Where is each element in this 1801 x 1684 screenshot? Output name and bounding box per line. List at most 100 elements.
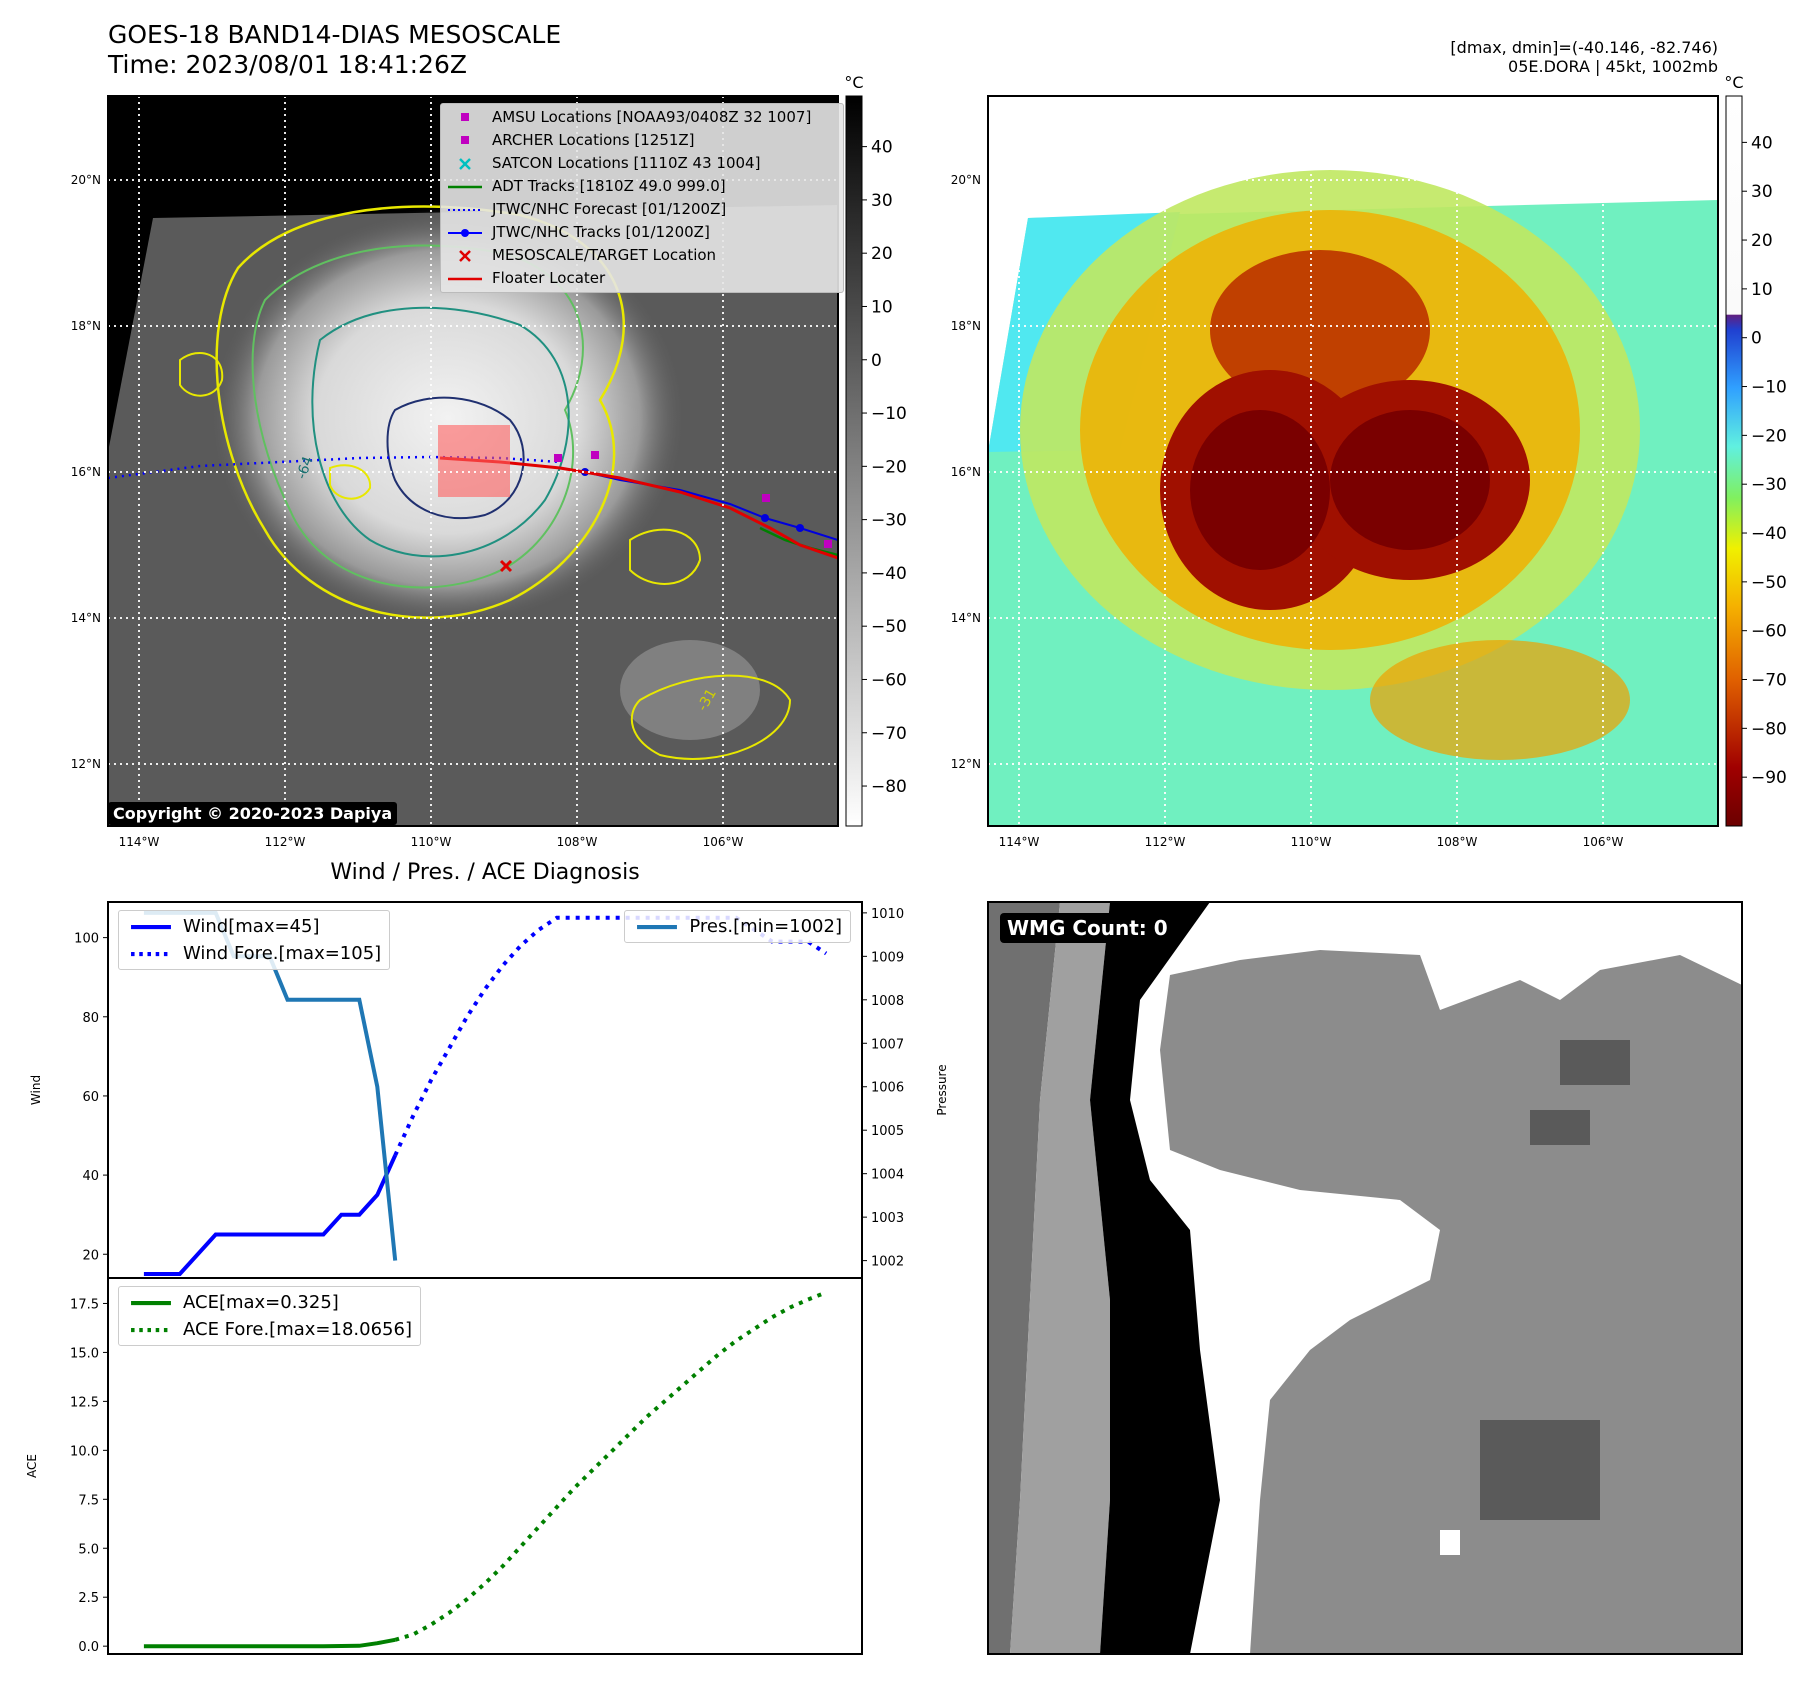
axis-tick-label: 17.5 (70, 1297, 99, 1312)
wmg-patch-dark (1480, 1420, 1600, 1520)
chart-legend-label: ACE Fore.[max=18.0656] (183, 1319, 412, 1340)
axis-tick-label: 1008 (871, 994, 904, 1009)
colorbar-tick-label: 30 (1751, 182, 1773, 202)
map1-lat-label: 20°N (71, 173, 101, 187)
map-legend-entry: ADT Tracks [1810Z 49.0 999.0] (446, 175, 838, 198)
colorbar-tick-label: −70 (1751, 671, 1787, 691)
colorbar-color: °C 40 30 20 10 0 −10 −20 −30 −40 −50 −60 −70 −80 −90 (1724, 73, 1787, 827)
map-legend-entry: AMSU Locations [NOAA93/0408Z 32 1007] (446, 106, 838, 129)
map1-lon-label: 108°W (557, 835, 598, 849)
legend-line-icon (131, 1328, 171, 1333)
map-legend-entry: ARCHER Locations [1251Z] (446, 129, 838, 152)
axis-tick-label: 1009 (871, 950, 904, 965)
series-line (394, 1290, 827, 1642)
map1-lon-label: 110°W (411, 835, 452, 849)
map-legend-entry: SATCON Locations [1110Z 43 1004] (446, 152, 838, 175)
colorbar-tick-label: −50 (1751, 573, 1787, 593)
map-legend-label: ADT Tracks [1810Z 49.0 999.0] (492, 177, 726, 195)
legend-symbol-icon (448, 277, 482, 281)
coldest-top-west (1190, 410, 1330, 570)
mesoscale-target-x (499, 559, 513, 573)
colorbar-tick-label: −70 (871, 724, 907, 744)
map2-lon-label: 106°W (1583, 835, 1624, 849)
axis-tick-label: 2.5 (78, 1591, 99, 1606)
axis-tick-label: 7.5 (78, 1493, 99, 1508)
colorbar-tick-label: 0 (1751, 329, 1762, 349)
colorbar-gray: °C 40 30 20 10 0 −10 −20 −30 −40 −50 −60 −70 −80 (844, 73, 907, 827)
chart-legend-label: Pres.[min=1002] (689, 916, 842, 937)
contour-yellow-east (629, 528, 702, 585)
legend-line-icon (637, 925, 678, 930)
legend-line-icon (131, 925, 171, 930)
dmax-dmin-readout: [dmax, dmin]=(-40.146, -82.746) (1450, 38, 1718, 57)
colorbar-tick-label: −20 (1751, 426, 1787, 446)
map-legend-label: AMSU Locations [NOAA93/0408Z 32 1007] (492, 108, 812, 126)
jtwc-track-point (796, 524, 804, 532)
chart-legend-label: Wind[max=45] (183, 916, 320, 937)
axis-tick-label: 0.0 (78, 1640, 99, 1655)
colorbar-tick-label: −10 (1751, 378, 1787, 398)
map-legend-entry: MESOSCALE/TARGET Location (446, 244, 838, 267)
colorbar-tick-label: 20 (871, 244, 893, 264)
archer-location-marker (762, 494, 770, 502)
wmg-region-dark-gray (988, 902, 1060, 1654)
coldest-top-east (1330, 410, 1490, 550)
axis-tick-label: 1006 (871, 1081, 904, 1096)
chart-legend-entry: ACE Fore.[max=18.0656] (127, 1316, 412, 1343)
map1-lon-label: 112°W (265, 835, 306, 849)
legend-line-icon (131, 1301, 171, 1306)
colorbar-tick-label: −40 (871, 564, 907, 584)
map1-lon-label: 106°W (703, 835, 744, 849)
colorbar-tick-label: 20 (1751, 231, 1773, 251)
title-product: GOES-18 BAND14-DIAS MESOSCALE (108, 20, 562, 49)
map2-lat-label: 12°N (951, 757, 981, 771)
chart-legend-label: Wind Fore.[max=105] (183, 943, 382, 964)
colorbar-tick-label: −10 (871, 404, 907, 424)
series-line (143, 1637, 396, 1649)
axis-tick-label: 1002 (871, 1255, 904, 1270)
contour-navy (386, 396, 525, 520)
axis-tick-label: 40 (82, 1169, 99, 1184)
axis-tick-label: 12.5 (70, 1395, 99, 1410)
wind-legend: Wind[max=45] Wind Fore.[max=105] (118, 910, 391, 970)
map2-gridlines (988, 96, 1718, 826)
colorbar-tick-label: −60 (871, 670, 907, 690)
legend-symbol-icon (461, 136, 469, 144)
storm-info: [dmax, dmin]=(-40.146, -82.746) 05E.DORA… (1450, 38, 1718, 76)
map1-lat-label: 16°N (71, 465, 101, 479)
legend-symbol-icon (448, 185, 482, 189)
colorbar-tick-label: 10 (871, 297, 893, 317)
axis-tick-label: 1010 (871, 907, 904, 922)
map2-lon-label: 112°W (1145, 835, 1186, 849)
chart-legend-label: ACE[max=0.325] (183, 1292, 339, 1313)
series-line (143, 1154, 398, 1276)
axis-tick-label: 1007 (871, 1037, 904, 1052)
wmg-frame (987, 901, 1743, 1655)
axis-tick-label: 1005 (871, 1124, 904, 1139)
cloud-band-orange (1370, 640, 1630, 760)
ace-plot (143, 1290, 827, 1649)
axis-tick-label: 15.0 (70, 1346, 99, 1361)
contour-label: -64 (294, 454, 317, 481)
storm-cloud-mass (208, 208, 688, 628)
map-legend-label: JTWC/NHC Tracks [01/1200Z] (492, 223, 710, 241)
map-legend-entry: JTWC/NHC Tracks [01/1200Z] (446, 221, 838, 244)
wmg-count-badge: WMG Count: 0 (1000, 913, 1175, 943)
storm-name-intensity: 05E.DORA | 45kt, 1002mb (1508, 57, 1718, 76)
colorbar-gray-unit: °C (844, 73, 863, 92)
map2-lon-label: 108°W (1437, 835, 1478, 849)
colorbar-tick-label: −50 (871, 617, 907, 637)
map-axis-labels: 20°N 20°N 18°N 18°N 16°N 16°N 14°N 14°N 12°N 12°N… (71, 173, 1624, 849)
map-legend-entry: JTWC/NHC Forecast [01/1200Z] (446, 198, 838, 221)
map-legend-label: MESOSCALE/TARGET Location (492, 246, 717, 264)
jtwc-track-point (761, 514, 769, 522)
wmg-panel (987, 901, 1743, 1655)
map-legend-label: JTWC/NHC Forecast [01/1200Z] (492, 200, 727, 218)
diagnosis-charts: Wind / Pres. / ACE Diagnosis 20 40 60 80 100… (25, 860, 949, 1655)
map1-lat-label: 18°N (71, 319, 101, 333)
axis-tick-label: 1003 (871, 1211, 904, 1226)
axis-tick-label: 100 (74, 932, 99, 947)
ace-legend: ACE[max=0.325] ACE Fore.[max=18.0656] (118, 1286, 421, 1346)
wind-ylabel: Wind (29, 1075, 43, 1105)
